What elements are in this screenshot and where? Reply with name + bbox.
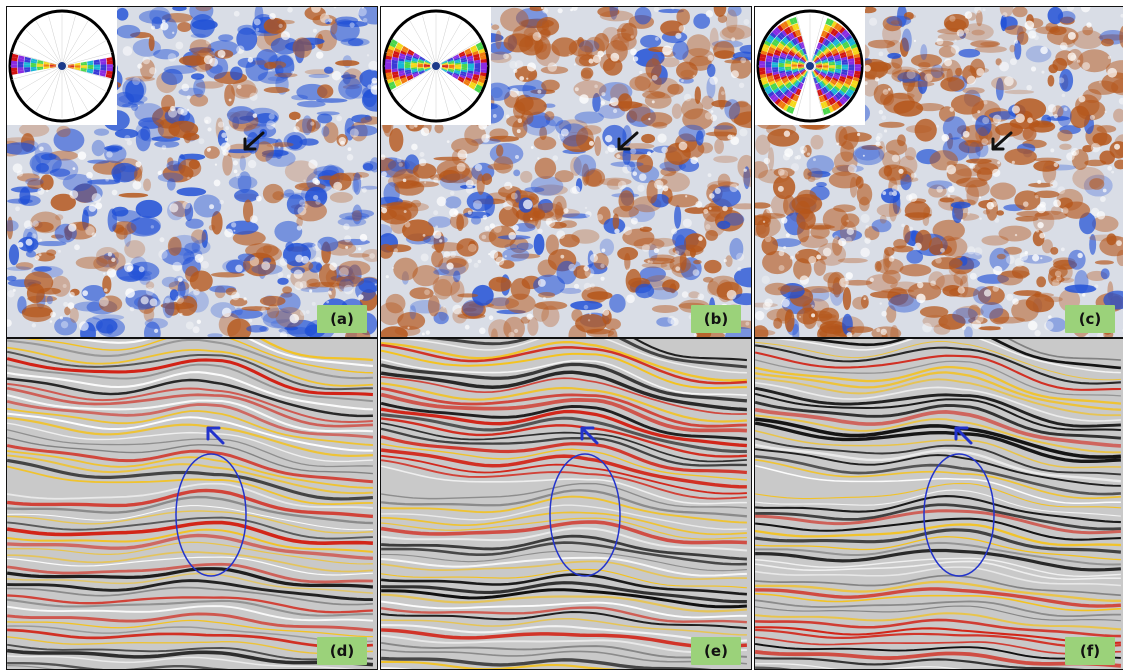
panel-label: (d)	[317, 637, 367, 665]
panel-label: (e)	[691, 637, 741, 665]
panel-label: (c)	[1065, 305, 1115, 333]
panel-label: (a)	[317, 305, 367, 333]
figure-grid: (a) (b) (c) (d) (e) (f)	[6, 6, 1123, 670]
panel-label: (b)	[691, 305, 741, 333]
attribute-map-image	[7, 7, 377, 337]
rose-diagram-icon	[755, 7, 865, 125]
rose-diagram-icon	[381, 7, 491, 125]
rose-diagram-icon	[7, 7, 117, 125]
seismic-section-image	[381, 339, 751, 669]
panel-f: (f)	[754, 338, 1123, 670]
panel-a: (a)	[6, 6, 378, 338]
panel-e: (e)	[380, 338, 752, 670]
seismic-section-image	[755, 339, 1123, 669]
panel-label: (f)	[1065, 637, 1115, 665]
panel-c: (c)	[754, 6, 1123, 338]
seismic-section-image	[7, 339, 377, 669]
panel-d: (d)	[6, 338, 378, 670]
attribute-map-image	[755, 7, 1123, 337]
panel-b: (b)	[380, 6, 752, 338]
